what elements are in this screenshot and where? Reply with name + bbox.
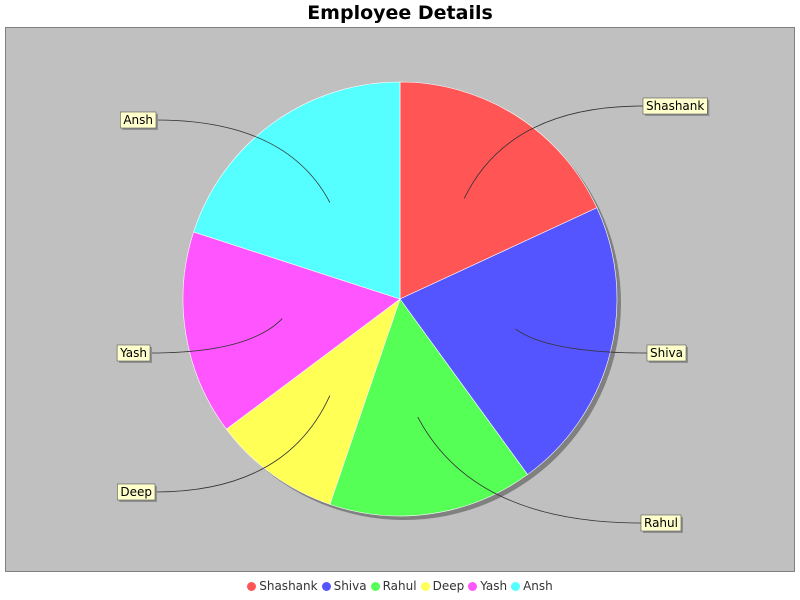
connector-shashank [463, 105, 644, 199]
pie-slice-rahul [329, 298, 528, 517]
legend-swatch-shashank [247, 581, 257, 591]
chart-title: Employee Details [307, 2, 493, 24]
legend-label-rahul: Rahul [382, 579, 417, 593]
legend-swatch-ansh [511, 581, 521, 591]
legend-item-shashank: Shashank [247, 579, 318, 593]
legend-label-ansh: Ansh [523, 579, 553, 593]
connector-deep [154, 395, 331, 493]
pie-label-rahul: Rahul [640, 514, 683, 533]
pie-slice-yash [182, 231, 401, 430]
svg-text:Ansh: Ansh [123, 113, 153, 127]
pie-label-deep: Deep [117, 483, 157, 502]
svg-text:Shiva: Shiva [650, 346, 683, 360]
legend-item-ansh: Ansh [511, 579, 553, 593]
svg-text:Rahul: Rahul [644, 516, 678, 530]
connector-shiva [515, 328, 648, 354]
pie-slice-shiva [399, 207, 618, 475]
svg-text:Yash: Yash [119, 346, 147, 360]
pie-label-yash: Yash [116, 344, 152, 363]
legend-item-yash: Yash [468, 579, 507, 593]
legend-swatch-deep [420, 581, 430, 591]
connector-yash [149, 318, 283, 354]
pie-slice-deep [225, 298, 401, 505]
legend-label-deep: Deep [432, 579, 465, 593]
legend-swatch-rahul [370, 581, 380, 591]
legend-item-shiva: Shiva [321, 579, 367, 593]
pie-slice-ansh [193, 81, 401, 300]
pie-label-ansh: Ansh [120, 111, 158, 130]
legend-label-yash: Yash [480, 579, 508, 593]
legend-label-shashank: Shashank [259, 579, 318, 593]
svg-text:Shashank: Shashank [646, 99, 704, 113]
legend-swatch-yash [468, 581, 478, 591]
legend-label-shiva: Shiva [333, 579, 367, 593]
pie-slice-shashank [399, 81, 598, 300]
legend-item-deep: Deep [420, 579, 465, 593]
legend-swatch-shiva [321, 581, 331, 591]
legend-item-rahul: Rahul [370, 579, 417, 593]
svg-text:Deep: Deep [120, 485, 152, 499]
legend: Shashank Shiva Rahul Deep Yash Ansh [0, 579, 800, 593]
connector-rahul [417, 416, 642, 524]
connector-ansh [155, 119, 331, 203]
pie-label-shiva: Shiva [646, 344, 689, 363]
pie-label-shashank: Shashank [642, 97, 710, 116]
